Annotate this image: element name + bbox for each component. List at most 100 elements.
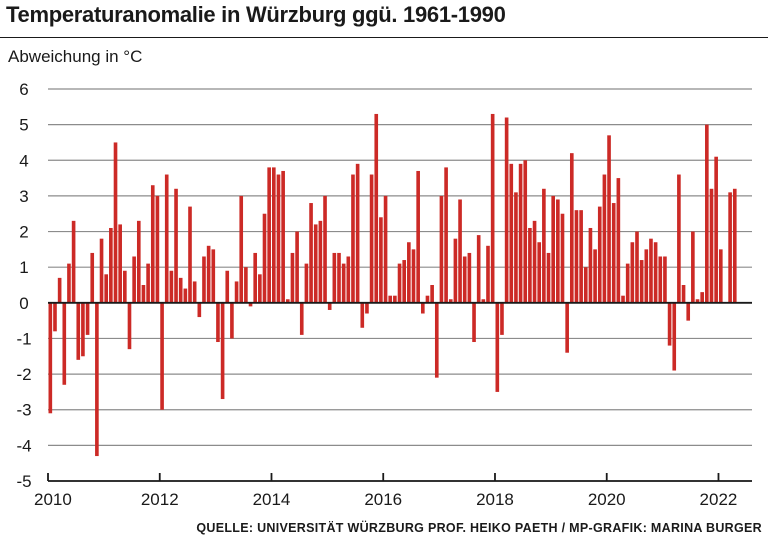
bar	[393, 295, 397, 303]
bar	[560, 213, 565, 303]
bar	[188, 206, 192, 303]
axes	[47, 301, 752, 482]
bar	[304, 263, 309, 303]
bar	[216, 302, 220, 343]
bar	[691, 231, 695, 303]
bar	[514, 192, 518, 303]
bar	[174, 188, 178, 303]
x-tick-label: 2012	[141, 490, 179, 509]
bar	[71, 220, 76, 303]
bar	[132, 256, 136, 303]
bar	[542, 188, 546, 303]
bar	[579, 210, 583, 303]
y-tick-label: -3	[16, 401, 31, 420]
bar	[202, 256, 206, 303]
bar	[625, 263, 630, 303]
source-credit: QUELLE: UNIVERSITÄT WÜRZBURG PROF. HEIKO…	[196, 521, 762, 535]
bar	[178, 277, 183, 303]
y-tick-label: 2	[19, 223, 28, 242]
bar	[504, 117, 509, 303]
bar	[430, 285, 434, 303]
bar	[90, 252, 95, 303]
bar	[407, 242, 411, 303]
bar	[53, 302, 57, 332]
bar	[472, 302, 476, 343]
bar	[639, 260, 644, 303]
x-tick-label: 2022	[700, 490, 738, 509]
bar	[183, 288, 188, 303]
bar	[556, 199, 560, 303]
bar	[258, 274, 262, 303]
bar	[230, 302, 234, 339]
bar	[551, 195, 555, 303]
bar	[290, 252, 295, 303]
bar	[402, 260, 406, 303]
bar	[705, 124, 709, 303]
bar	[239, 195, 244, 303]
bar	[365, 302, 369, 314]
bar	[653, 242, 658, 303]
bar	[621, 295, 625, 303]
bar	[476, 235, 481, 303]
bar	[658, 256, 663, 303]
bar	[425, 295, 430, 303]
bar	[462, 256, 467, 303]
bar	[532, 220, 537, 303]
bar	[62, 302, 67, 385]
bar	[113, 142, 118, 303]
bar	[597, 206, 602, 303]
bar	[57, 277, 62, 303]
bar	[220, 302, 225, 400]
bar	[369, 174, 374, 303]
y-axis-label: Abweichung in °C	[8, 47, 143, 66]
bar	[276, 174, 281, 303]
bar	[714, 156, 718, 303]
bar	[677, 174, 681, 303]
bar	[323, 195, 327, 303]
x-tick-label: 2020	[588, 490, 626, 509]
bar	[281, 170, 285, 303]
bar	[588, 227, 593, 303]
title-divider	[0, 37, 768, 38]
bar	[453, 238, 458, 303]
y-tick-label: 3	[19, 187, 28, 206]
bar	[337, 252, 341, 303]
bar	[155, 195, 160, 303]
bar	[192, 281, 197, 303]
bar	[486, 245, 490, 303]
y-tick-label: -4	[16, 436, 31, 455]
bar	[225, 270, 230, 303]
bar	[299, 302, 304, 335]
bar	[500, 302, 504, 335]
bar	[141, 285, 146, 303]
y-tick-label: -2	[16, 365, 31, 384]
bar	[355, 163, 360, 303]
bar	[686, 302, 691, 321]
bar	[211, 249, 216, 303]
bar	[295, 231, 299, 303]
bar	[206, 245, 211, 303]
bar	[244, 267, 248, 303]
bar	[495, 302, 500, 392]
bar	[95, 302, 99, 457]
bar	[197, 302, 202, 318]
x-tick-label: 2018	[476, 490, 514, 509]
bar	[127, 302, 132, 350]
bar	[611, 203, 616, 303]
bar	[346, 256, 351, 303]
bar	[481, 299, 486, 303]
y-tick-label: 6	[19, 80, 28, 99]
bar	[81, 302, 85, 357]
bar	[272, 167, 276, 303]
bar	[528, 227, 532, 303]
bar	[267, 167, 271, 303]
bar	[67, 263, 71, 303]
bar	[695, 299, 700, 303]
bar	[234, 281, 239, 303]
bar	[644, 249, 649, 303]
bar	[160, 302, 164, 410]
bar	[434, 302, 439, 378]
bar	[718, 249, 723, 303]
bar	[248, 302, 253, 307]
